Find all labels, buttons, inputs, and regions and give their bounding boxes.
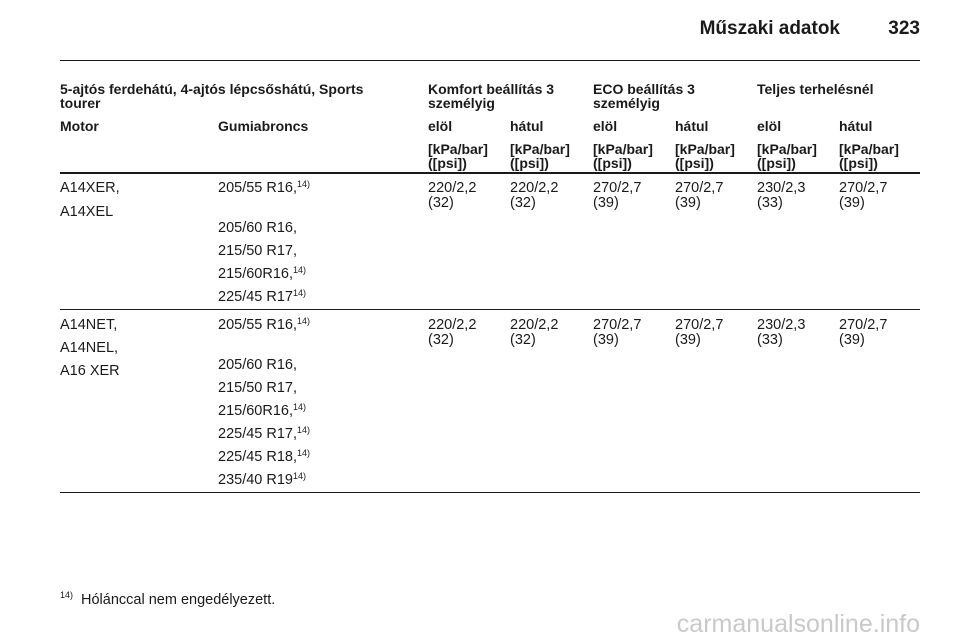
pressure-cell: 270/2,7 (39) bbox=[675, 180, 724, 211]
axle-header: elöl bbox=[428, 118, 453, 134]
unit-header: [kPa/bar] ([psi]) bbox=[593, 141, 653, 171]
unit-header: [kPa/bar] ([psi]) bbox=[675, 141, 735, 171]
footnote-ref: 14) bbox=[292, 288, 306, 298]
group-header-komfort: Komfort beállítás 3 személyig bbox=[428, 81, 555, 111]
pressure-cell: 220/2,2 (32) bbox=[428, 180, 477, 211]
tyre-size: 225/45 R1714) bbox=[218, 288, 306, 305]
row-separator bbox=[60, 309, 920, 310]
pressure-cell: 270/2,7 (39) bbox=[593, 317, 642, 348]
unit-header: [kPa/bar] ([psi]) bbox=[428, 141, 488, 171]
pressure-cell: 230/2,3 (33) bbox=[757, 317, 806, 348]
footnote-ref: 14) bbox=[297, 448, 311, 458]
tyre-size: 215/60R16,14) bbox=[218, 265, 306, 282]
pressure-cell: 270/2,7 (39) bbox=[593, 180, 642, 211]
group-header-eco: ECO beállítás 3 személyig bbox=[593, 81, 695, 111]
page-header: Műszaki adatok 323 bbox=[60, 18, 920, 48]
tyre-size: 205/55 R16,14) bbox=[218, 316, 311, 333]
axle-header: hátul bbox=[510, 118, 544, 134]
axle-header: elöl bbox=[593, 118, 618, 134]
pressure-cell: 230/2,3 (33) bbox=[757, 180, 806, 211]
tyre-size: 205/55 R16,14) bbox=[218, 179, 311, 196]
footnote-ref: 14) bbox=[297, 425, 311, 435]
tyre-size: 215/50 R17, bbox=[218, 243, 298, 259]
pressure-cell: 220/2,2 (32) bbox=[428, 317, 477, 348]
pressure-cell: 270/2,7 (39) bbox=[675, 317, 724, 348]
vehicle-header: 5-ajtós ferdehátú, 4-ajtós lépcsőshátú, … bbox=[60, 81, 364, 111]
watermark: carmanualsonline.info bbox=[676, 610, 920, 638]
footnote-text: Hólánccal nem engedélyezett. bbox=[81, 592, 276, 608]
pressure-cell: 270/2,7 (39) bbox=[839, 180, 888, 211]
pressure-cell: 220/2,2 (32) bbox=[510, 317, 559, 348]
footnote-ref: 14) bbox=[292, 402, 306, 412]
motor-header: Motor bbox=[60, 118, 99, 134]
header-separator bbox=[60, 172, 920, 174]
footnote-ref: 14) bbox=[292, 265, 306, 275]
tyre-size: 205/60 R16, bbox=[218, 220, 298, 236]
axle-header: hátul bbox=[839, 118, 873, 134]
tyre-header: Gumiabroncs bbox=[218, 118, 309, 134]
unit-header: [kPa/bar] ([psi]) bbox=[757, 141, 817, 171]
motor-cell: A16 XER bbox=[60, 363, 120, 379]
page-title: Műszaki adatok bbox=[699, 18, 840, 39]
tyre-size: 225/45 R18,14) bbox=[218, 448, 311, 465]
group-header-full-load: Teljes terhelésnél bbox=[757, 81, 874, 97]
unit-header: [kPa/bar] ([psi]) bbox=[839, 141, 899, 171]
motor-cell: A14XER, bbox=[60, 180, 120, 196]
table-bottom-rule bbox=[60, 492, 920, 493]
tyre-size: 205/60 R16, bbox=[218, 357, 298, 373]
header-rule bbox=[60, 60, 920, 61]
tyre-size: 225/45 R17,14) bbox=[218, 425, 311, 442]
page-number: 323 bbox=[888, 18, 920, 39]
tyre-size: 215/50 R17, bbox=[218, 380, 298, 396]
footnote-ref: 14) bbox=[297, 179, 311, 189]
tyre-size: 235/40 R1914) bbox=[218, 471, 306, 488]
motor-cell: A14NEL, bbox=[60, 340, 119, 356]
pressure-cell: 270/2,7 (39) bbox=[839, 317, 888, 348]
footnote-ref: 14) bbox=[297, 316, 311, 326]
motor-cell: A14NET, bbox=[60, 317, 118, 333]
axle-header: elöl bbox=[757, 118, 782, 134]
motor-cell: A14XEL bbox=[60, 204, 114, 220]
axle-header: hátul bbox=[675, 118, 709, 134]
tyre-size: 215/60R16,14) bbox=[218, 402, 306, 419]
unit-header: [kPa/bar] ([psi]) bbox=[510, 141, 570, 171]
footnote-ref: 14) bbox=[292, 471, 306, 481]
pressure-cell: 220/2,2 (32) bbox=[510, 180, 559, 211]
footnote: 14) Hólánccal nem engedélyezett. bbox=[60, 590, 275, 608]
footnote-number: 14) bbox=[60, 590, 74, 600]
